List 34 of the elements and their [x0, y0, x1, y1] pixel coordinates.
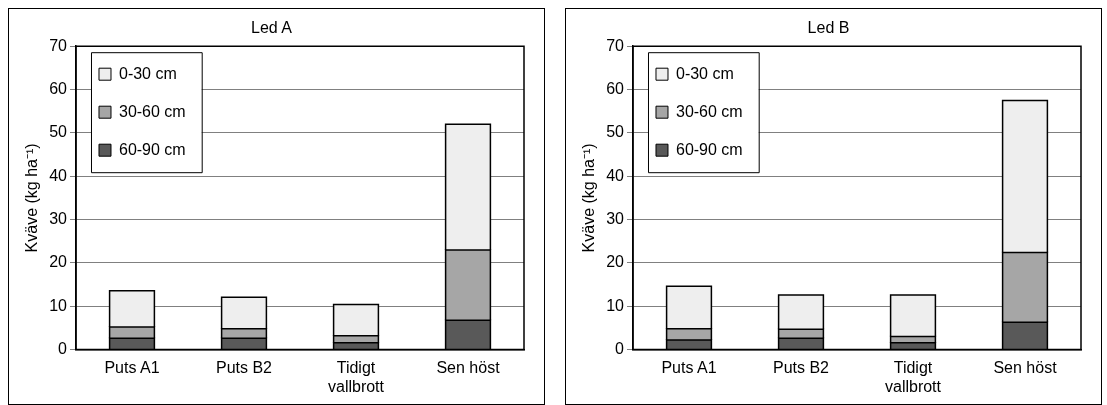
y-tick-label: 60 [49, 79, 68, 97]
y-tick-label: 10 [49, 296, 68, 314]
y-axis-title: Kväve (kg ha⁻¹) [23, 143, 41, 253]
legend-label: 30-60 cm [119, 102, 186, 120]
y-axis-title: Kväve (kg ha⁻¹) [580, 143, 598, 253]
y-tick-label: 70 [49, 36, 68, 54]
y-tick-label: 20 [606, 253, 625, 271]
x-tick-label: Tidigt vallbrott [327, 358, 385, 395]
y-tick-label: 0 [615, 340, 625, 358]
chart-title: Led A [251, 19, 293, 37]
y-tick-label: 40 [49, 166, 68, 184]
y-tick-label: 60 [606, 79, 625, 97]
y-tick-label: 20 [49, 253, 68, 271]
y-tick-label: 10 [606, 296, 625, 314]
x-tick-label: Sen höst [993, 358, 1058, 376]
y-tick-label: 70 [606, 36, 625, 54]
legend-label: 0-30 cm [676, 64, 734, 82]
x-tick-label: Puts A1 [661, 358, 717, 376]
y-tick-label: 50 [606, 123, 625, 141]
x-tick-label: Puts B2 [772, 358, 830, 376]
x-tick-label: Puts A1 [104, 358, 160, 376]
chart-title: Led B [807, 19, 850, 37]
legend-label: 0-30 cm [119, 64, 177, 82]
legend-label: 60-90 cm [119, 140, 186, 158]
y-tick-label: 40 [606, 166, 625, 184]
x-tick-label: Tidigt vallbrott [884, 358, 942, 395]
y-tick-label: 50 [49, 123, 68, 141]
y-tick-label: 0 [58, 340, 68, 358]
y-tick-label: 30 [49, 209, 68, 227]
y-tick-label: 30 [606, 209, 625, 227]
legend-label: 30-60 cm [676, 102, 743, 120]
legend-label: 60-90 cm [676, 140, 743, 158]
x-tick-label: Sen höst [436, 358, 501, 376]
x-tick-label: Puts B2 [215, 358, 273, 376]
